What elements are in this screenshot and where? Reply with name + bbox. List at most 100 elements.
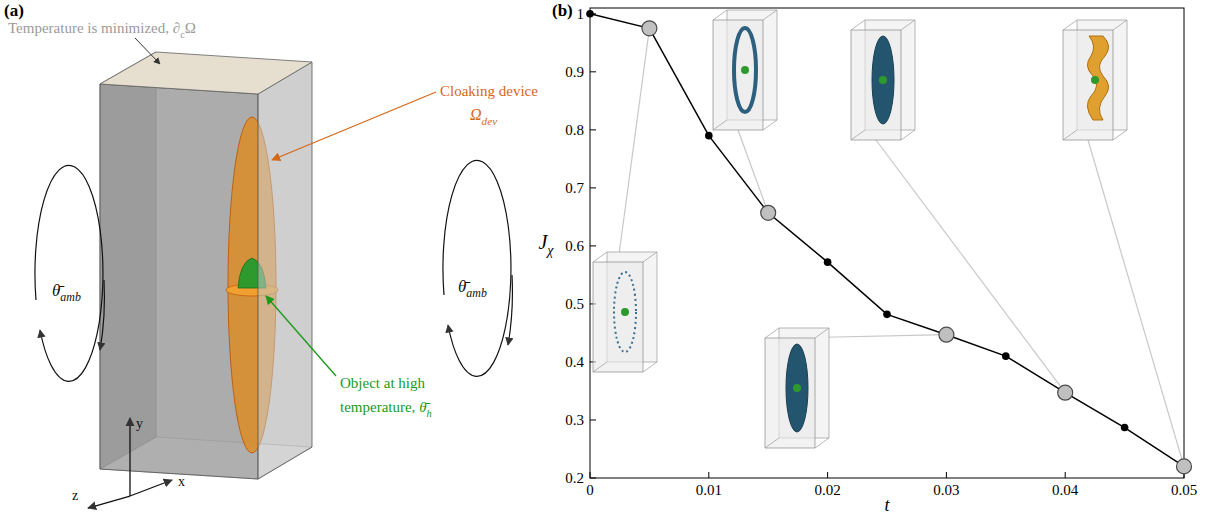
x-tick-label: 0.04 bbox=[1052, 482, 1079, 498]
x-tick bbox=[1065, 472, 1066, 478]
arrow bbox=[266, 296, 336, 376]
circulation-arrow bbox=[35, 165, 103, 381]
inset-edge bbox=[851, 130, 865, 140]
snapshot-point bbox=[939, 327, 954, 342]
data-point bbox=[705, 132, 713, 140]
x-tick-label: 0.05 bbox=[1171, 482, 1197, 498]
ambient-label: θ̄amb bbox=[458, 277, 487, 300]
inset-object bbox=[793, 384, 801, 392]
data-point bbox=[1121, 424, 1129, 432]
x-tick bbox=[708, 472, 709, 478]
triad-label: z bbox=[72, 488, 78, 503]
arrow bbox=[135, 38, 160, 64]
plot-frame bbox=[590, 8, 1184, 478]
data-point bbox=[883, 311, 891, 319]
inset-edge bbox=[765, 328, 779, 338]
object-label-part: h bbox=[427, 408, 432, 419]
snapshot-point bbox=[761, 205, 776, 220]
inset-edge bbox=[815, 328, 829, 338]
object-label-part: Object at high bbox=[340, 375, 425, 391]
snapshot-point bbox=[1058, 385, 1073, 400]
inset-edge bbox=[643, 362, 657, 372]
inset-edge bbox=[593, 362, 607, 372]
inset-object bbox=[621, 308, 629, 316]
inset-shape bbox=[872, 36, 894, 124]
y-axis-title-part: χ bbox=[545, 243, 554, 258]
panel-label: (a) bbox=[4, 1, 24, 20]
inset-edge bbox=[1113, 20, 1127, 30]
panel-label: (b) bbox=[552, 1, 573, 20]
insets bbox=[593, 10, 1184, 466]
y-tick-label: 0.2 bbox=[565, 470, 584, 486]
inset-box bbox=[765, 338, 815, 448]
inset-edge bbox=[815, 438, 829, 448]
figure: (a)Temperature is minimized, ∂cΩ θ̄amb θ̄a… bbox=[0, 0, 1212, 515]
y-axis-title: Jχ bbox=[538, 231, 554, 258]
lines bbox=[590, 14, 1184, 467]
inset-shape bbox=[1087, 36, 1108, 120]
x-tick bbox=[827, 472, 828, 478]
object-label: temperature, θ̄h bbox=[340, 399, 432, 419]
x-tick-label: 0.02 bbox=[814, 482, 840, 498]
inset-connector bbox=[618, 28, 649, 262]
markers bbox=[586, 10, 1191, 474]
inset-edge bbox=[643, 252, 657, 262]
circulation-arrow bbox=[508, 275, 512, 345]
inset-edge bbox=[1063, 20, 1077, 30]
ambient-label-part: amb bbox=[60, 290, 81, 304]
device-symbol-part: dev bbox=[482, 115, 498, 127]
inset-box bbox=[851, 30, 901, 140]
circulation-arrow bbox=[100, 280, 104, 350]
box-right-face bbox=[258, 62, 312, 479]
top-note-part: Ω bbox=[185, 20, 196, 36]
inset-edge bbox=[763, 10, 777, 20]
box-top-face bbox=[100, 52, 312, 94]
inset-shape bbox=[786, 344, 808, 432]
inset-box bbox=[593, 262, 643, 372]
panel-b: (b)00.010.020.030.040.050.20.30.40.50.60… bbox=[538, 1, 1197, 515]
device-label: Cloaking device bbox=[440, 83, 538, 99]
object-label-part: temperature, bbox=[340, 399, 419, 415]
series-line bbox=[590, 14, 1184, 467]
inset-edge bbox=[713, 10, 727, 20]
y-tick bbox=[590, 129, 596, 130]
data-point bbox=[824, 258, 832, 266]
object-label: Object at high bbox=[340, 375, 425, 391]
inset-edge bbox=[901, 130, 915, 140]
top-note-part: Temperature is minimized, ∂ bbox=[8, 20, 180, 36]
snapshot-point bbox=[1177, 459, 1192, 474]
inset-object bbox=[879, 76, 887, 84]
snapshot-point bbox=[642, 21, 657, 36]
inset-box bbox=[713, 20, 763, 130]
arrow bbox=[272, 92, 436, 160]
inset-connector bbox=[738, 130, 768, 213]
panel-a: (a)Temperature is minimized, ∂cΩ θ̄amb θ̄a… bbox=[4, 1, 538, 508]
inset-edge bbox=[593, 252, 607, 262]
device-symbol-part: Ω bbox=[470, 106, 482, 123]
inset-object bbox=[1091, 76, 1099, 84]
triad-axis bbox=[129, 418, 130, 496]
triad-label: x bbox=[178, 474, 185, 489]
y-tick-label: 0.8 bbox=[565, 122, 584, 138]
y-tick-label: 0.6 bbox=[565, 238, 584, 254]
y-tick-label: 1 bbox=[577, 6, 585, 22]
data-point bbox=[586, 10, 594, 18]
inset-edge bbox=[851, 20, 865, 30]
ambient-label-part: amb bbox=[466, 286, 487, 300]
inset-shape bbox=[734, 28, 756, 112]
data-point bbox=[1002, 352, 1010, 360]
x-tick-label: 0.01 bbox=[696, 482, 722, 498]
x-tick-label: 0.03 bbox=[933, 482, 959, 498]
inset-connector bbox=[1088, 140, 1184, 466]
y-tick-label: 0.7 bbox=[565, 180, 584, 196]
inset-object bbox=[741, 66, 749, 74]
x-tick-label: 0 bbox=[586, 482, 594, 498]
inset-edge bbox=[1113, 130, 1127, 140]
y-tick-label: 0.3 bbox=[565, 412, 584, 428]
inset-connector bbox=[876, 140, 1065, 393]
x-tick bbox=[946, 472, 947, 478]
ambient-label: θ̄amb bbox=[52, 281, 81, 304]
top-note: Temperature is minimized, ∂cΩ bbox=[8, 20, 196, 40]
inset-edge bbox=[901, 20, 915, 30]
y-tick-label: 0.4 bbox=[565, 354, 584, 370]
